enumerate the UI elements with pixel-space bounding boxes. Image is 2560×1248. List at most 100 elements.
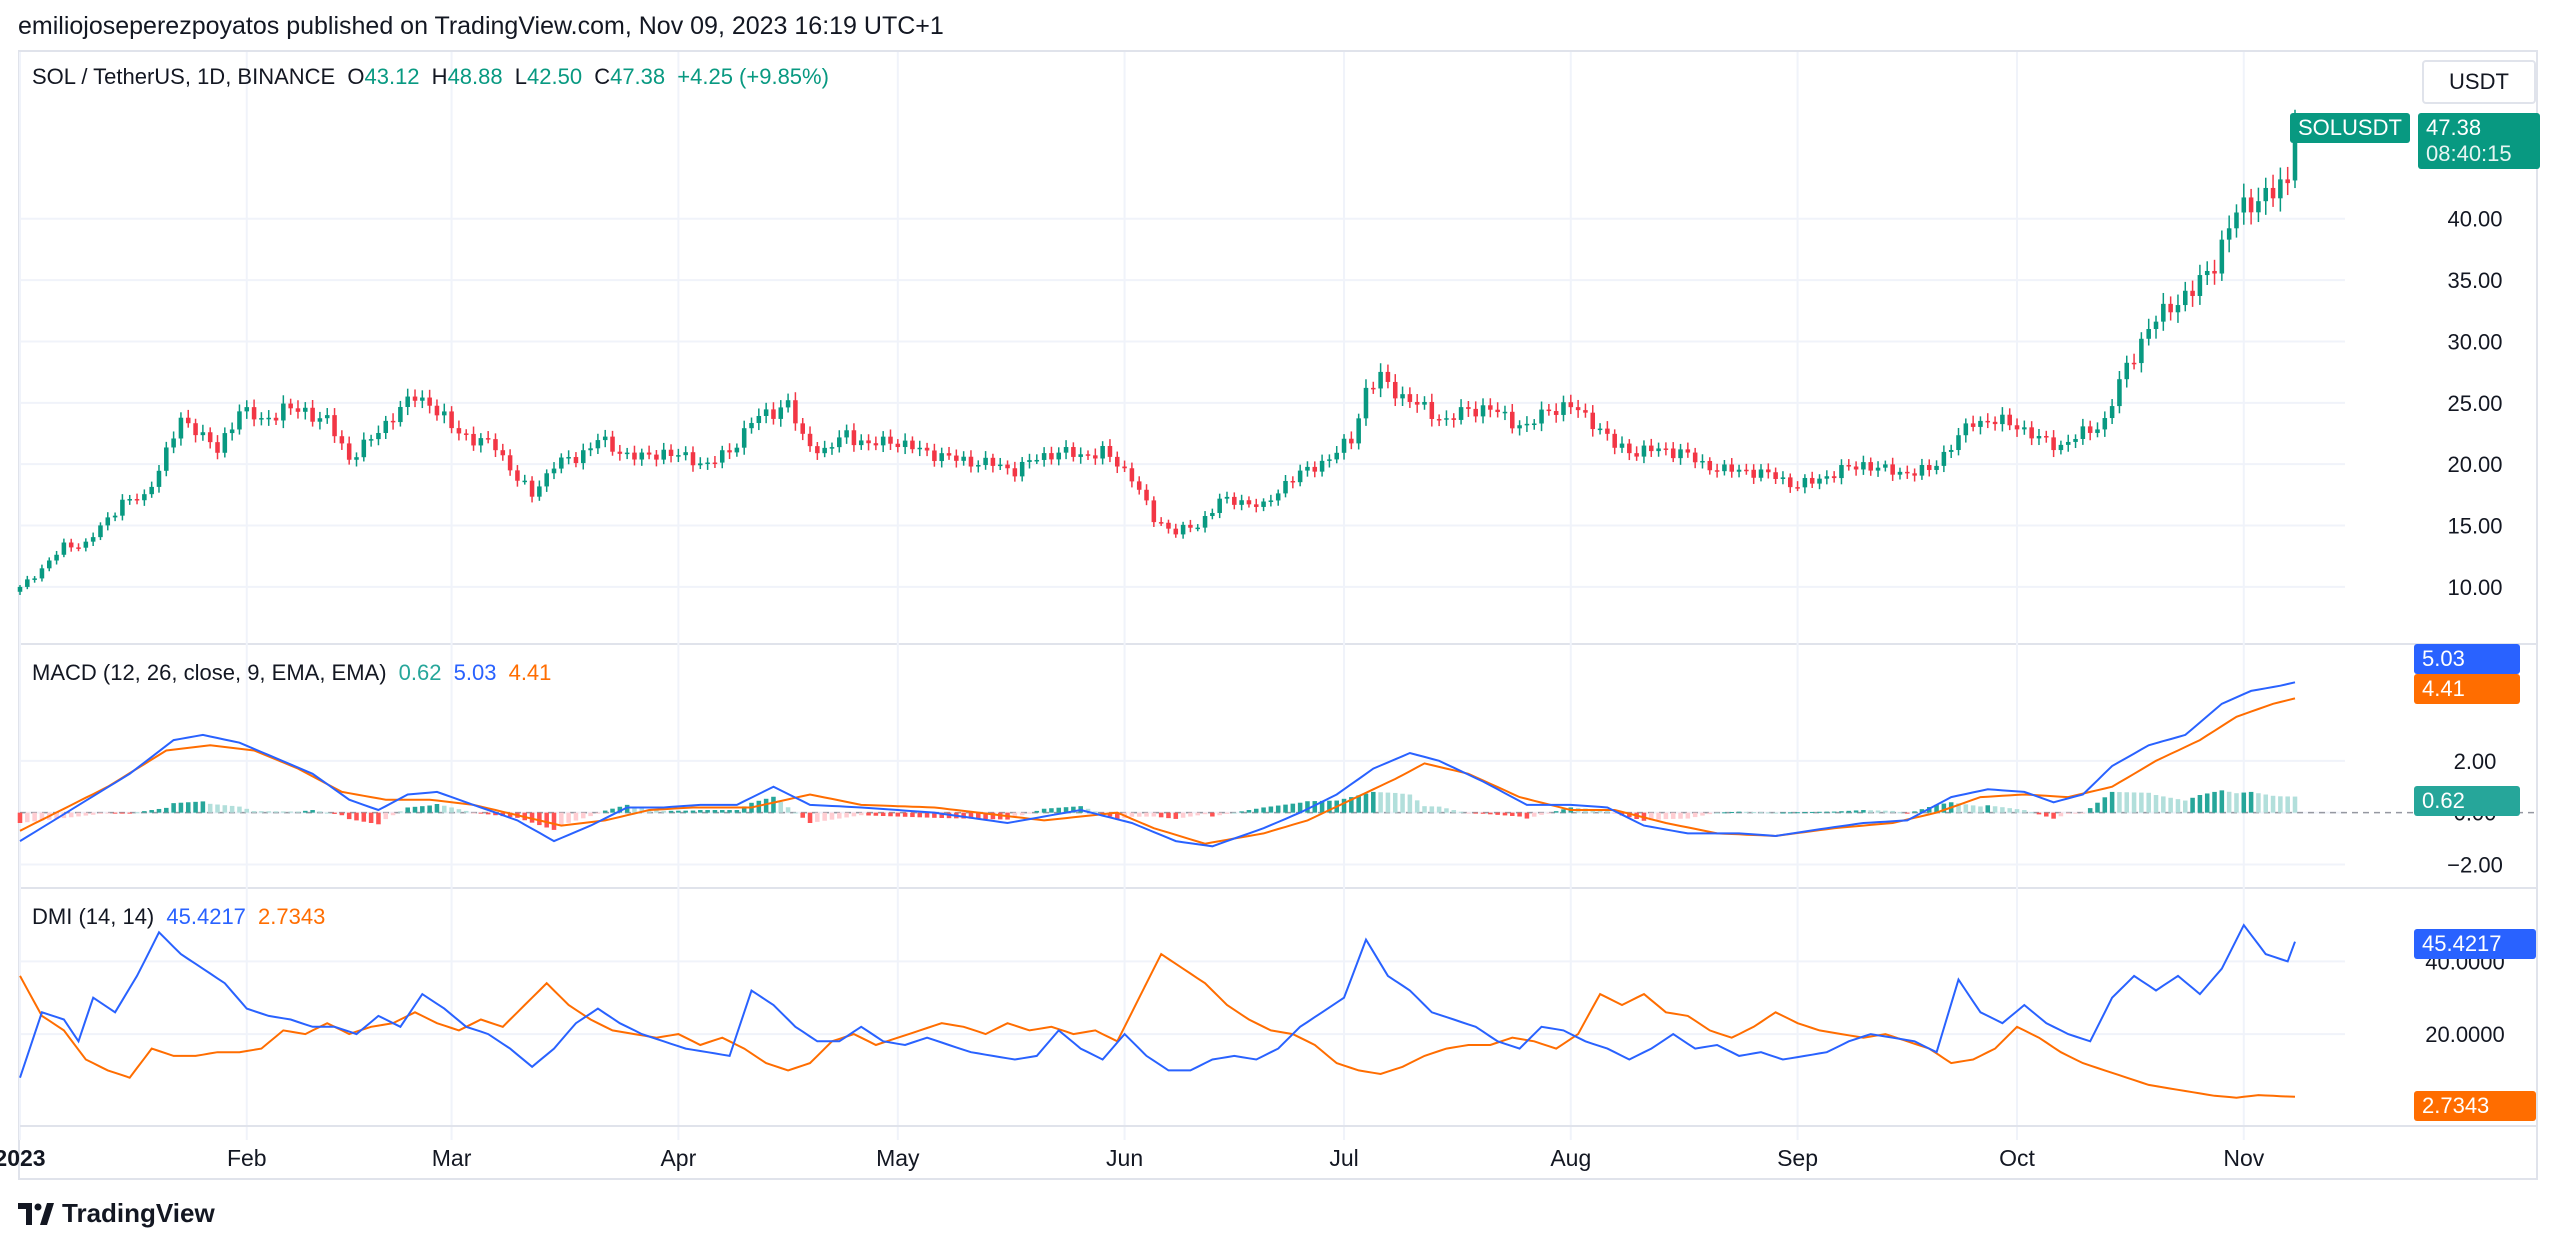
macd-histogram-bar <box>902 812 908 817</box>
tradingview-logo[interactable]: TradingView <box>18 1198 215 1229</box>
candle-body <box>580 450 586 464</box>
macd-histogram-bar <box>164 807 169 813</box>
macd-histogram-bar <box>566 812 571 823</box>
macd-histogram-bar <box>2256 793 2261 813</box>
candle-body <box>888 436 893 444</box>
time-axis-label: Jul <box>1329 1145 1358 1171</box>
candle-body <box>434 405 440 416</box>
candle-body <box>149 486 154 495</box>
macd-histogram-bar <box>1722 812 1727 814</box>
time-axis-label: Sep <box>1777 1145 1818 1171</box>
macd-histogram-bar <box>1012 812 1018 818</box>
candle-body <box>2248 197 2254 213</box>
candle-body <box>463 433 469 435</box>
candle-body <box>1436 418 1442 421</box>
macd-histogram-bar <box>676 810 681 813</box>
macd-histogram-bar <box>1224 812 1230 814</box>
macd-title[interactable]: MACD (12, 26, close, 9, EMA, EMA) <box>32 660 387 685</box>
candle-body <box>1012 468 1018 477</box>
macd-histogram-bar <box>149 810 154 813</box>
currency-button[interactable]: USDT <box>2422 60 2536 104</box>
candle-body <box>288 403 293 409</box>
candle-body <box>1210 512 1215 517</box>
macd-histogram-bar <box>1414 800 1420 813</box>
candle-body <box>2131 362 2137 365</box>
candle-body <box>1122 466 1127 469</box>
candle-body <box>2161 303 2166 322</box>
macd-histogram-value: 0.62 <box>398 660 442 685</box>
macd-histogram-bar <box>741 806 747 813</box>
candle-body <box>354 457 359 460</box>
macd-histogram-bar <box>866 812 871 816</box>
macd-histogram-bar <box>2007 808 2012 813</box>
macd-line-value: 5.03 <box>453 660 497 685</box>
price-axis-label: 30.00 <box>2447 329 2502 354</box>
macd-histogram-bar <box>420 806 425 813</box>
macd-histogram-bar <box>112 812 118 814</box>
candle-body <box>1071 447 1076 457</box>
macd-histogram-bar <box>1890 810 1895 813</box>
candle-body <box>1612 433 1617 448</box>
macd-histogram-bar <box>1458 811 1464 813</box>
macd-histogram-bar <box>251 811 257 813</box>
candle-body <box>368 439 374 441</box>
macd-histogram-bar <box>2139 792 2144 813</box>
macd-histogram-bar <box>32 812 37 822</box>
candle-body <box>1327 459 1332 461</box>
candle-body <box>1795 487 1800 489</box>
candle-body <box>1371 387 1376 390</box>
macd-histogram-bar <box>1173 812 1179 819</box>
macd-histogram-bar <box>120 812 125 814</box>
candle-body <box>851 430 857 446</box>
candle-body <box>1085 454 1091 456</box>
candle-body <box>2212 270 2217 274</box>
candle-body <box>1005 464 1010 469</box>
macd-histogram-bar <box>2175 799 2181 813</box>
macd-histogram-bar <box>1371 791 1376 813</box>
macd-histogram-bar <box>2197 795 2203 813</box>
candle-body <box>2285 179 2290 184</box>
macd-histogram-bar <box>1400 793 1405 813</box>
macd-histogram-bar <box>222 805 228 813</box>
macd-histogram-bar <box>1553 811 1559 813</box>
macd-histogram-bar <box>54 812 59 819</box>
macd-histogram-bar <box>1853 810 1859 813</box>
candle-body <box>1707 460 1713 471</box>
candle-body <box>1319 460 1325 472</box>
macd-histogram-bar <box>712 810 718 813</box>
symbol-label[interactable]: SOL / TetherUS, 1D, BINANCE <box>32 64 336 89</box>
macd-histogram-bar <box>1319 800 1325 813</box>
candle-body <box>383 420 389 433</box>
macd-histogram-bar <box>1707 812 1713 815</box>
candle-body <box>2014 425 2020 430</box>
candle-body <box>251 407 257 420</box>
candle-body <box>237 411 242 430</box>
candle-body <box>749 423 754 429</box>
candle-body <box>2219 239 2225 274</box>
macd-signal-line <box>19 697 2296 845</box>
macd-histogram-bar <box>2190 797 2195 813</box>
macd-histogram-bar <box>1861 810 1866 813</box>
macd-histogram-bar <box>273 811 279 813</box>
macd-histogram-bar <box>1714 812 1720 814</box>
candle-body <box>1846 465 1852 467</box>
macd-histogram-bar <box>1546 812 1552 814</box>
candle-body <box>712 462 718 465</box>
macd-histogram-bar <box>1905 812 1910 814</box>
candle-body <box>1414 401 1420 405</box>
macd-histogram-bar <box>1327 800 1332 813</box>
candle-body <box>2146 329 2151 339</box>
macd-histogram-bar <box>1466 812 1471 814</box>
candle-body <box>910 440 915 450</box>
dmi-legend: DMI (14, 14) 45.4217 2.7343 <box>32 904 331 930</box>
candle-body <box>1963 423 1969 436</box>
candle-body <box>1100 445 1105 459</box>
macd-histogram-bar <box>2241 792 2247 813</box>
candle-body <box>1363 387 1369 419</box>
price-legend: SOL / TetherUS, 1D, BINANCE O43.12 H48.8… <box>32 64 835 90</box>
macd-histogram-bar <box>785 807 791 813</box>
macd-histogram-bar <box>683 810 688 813</box>
dmi-title[interactable]: DMI (14, 14) <box>32 904 155 929</box>
candle-body <box>61 542 67 555</box>
